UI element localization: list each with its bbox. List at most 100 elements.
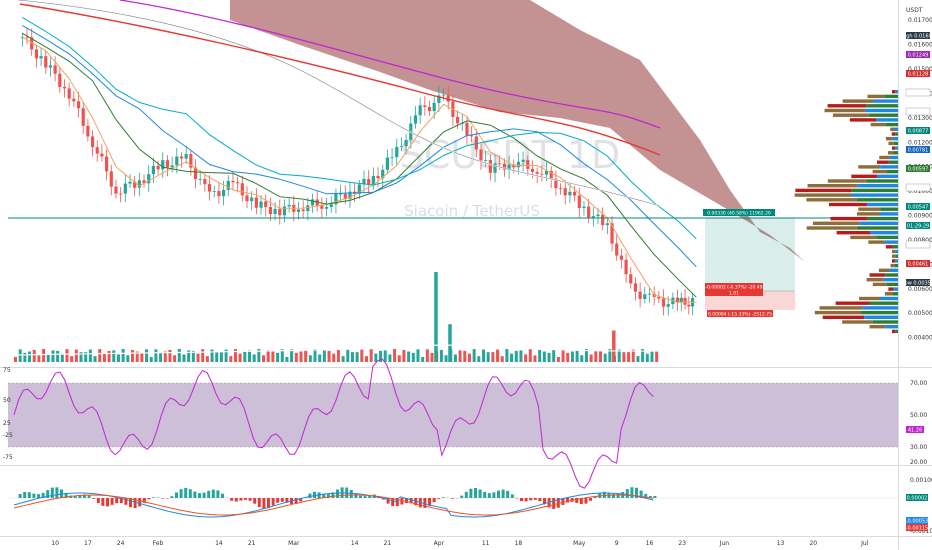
candle-body — [661, 298, 666, 307]
macd-histogram-bar — [294, 498, 298, 504]
candle-body — [310, 199, 315, 206]
macd-histogram-bar — [552, 498, 556, 509]
volume-bar — [112, 350, 116, 362]
volume-profile-bar — [890, 263, 895, 268]
volume-bar — [584, 349, 588, 362]
volume-bar — [219, 352, 223, 362]
volume-bar — [154, 349, 158, 362]
position-target-bg — [703, 209, 775, 216]
macd-histogram-bar — [644, 493, 648, 498]
volume-profile-bar — [830, 216, 868, 221]
macd-histogram-bar — [73, 496, 77, 498]
macd-histogram-bar — [395, 498, 399, 507]
candle-body — [493, 163, 497, 173]
macd-value-badge — [906, 524, 928, 531]
volume-bar — [56, 350, 60, 362]
candle-body — [198, 179, 202, 180]
macd-histogram-bar — [37, 494, 40, 498]
volume-profile-bar — [873, 99, 898, 103]
candle-body — [147, 174, 151, 184]
volume-bar — [107, 350, 111, 362]
macd-histogram-bar — [506, 490, 510, 498]
candle-body — [142, 180, 146, 184]
volume-bar — [74, 349, 78, 362]
candle-body — [170, 165, 174, 168]
volume-bar — [510, 353, 514, 362]
cloud-band — [230, 0, 805, 262]
macd-histogram-bar — [635, 487, 638, 498]
candle-body — [203, 179, 207, 185]
price-badge-text: 01:29:29 — [907, 224, 929, 230]
volume-profile-bar — [866, 179, 898, 183]
candle-body — [647, 293, 652, 295]
macd-histogram-bar — [239, 498, 243, 501]
volume-bar — [332, 353, 336, 362]
volume-bar — [262, 355, 266, 362]
volume-bar — [393, 349, 397, 362]
macd-histogram-bar — [354, 493, 358, 498]
volume-bar — [556, 356, 560, 362]
candle-body — [687, 304, 691, 307]
volume-bar — [98, 349, 102, 362]
candle-body — [465, 122, 469, 136]
macd-histogram-bar — [584, 498, 588, 504]
volume-bar — [346, 349, 350, 362]
volume-profile-bar — [867, 216, 898, 221]
candle-body — [563, 188, 567, 196]
candle-body — [137, 180, 141, 188]
volume-profile-bar — [867, 94, 885, 99]
macd-histogram-bar — [198, 493, 201, 498]
volume-bar — [102, 353, 106, 362]
volume-profile-bar — [895, 259, 898, 263]
volume-bar — [425, 349, 429, 362]
volume-profile-bar — [827, 104, 867, 108]
time-tick-label: Feb — [153, 540, 164, 547]
volume-bar — [116, 354, 120, 362]
candle-body — [86, 125, 90, 137]
rsi-right-tick: 50.00 — [910, 412, 927, 419]
macd-histogram-bar — [520, 498, 523, 502]
macd-value-text: 0.00002 — [907, 496, 928, 502]
price-tick-label: 0.01200 — [908, 139, 932, 146]
volume-bar — [51, 350, 55, 362]
volume-bar — [140, 352, 144, 362]
candle-body — [189, 154, 193, 168]
price-axis-unit: USDT — [906, 7, 923, 14]
volume-profile-bar — [893, 141, 898, 146]
volume-profile-bar — [864, 108, 898, 113]
volume-profile-bar — [876, 235, 898, 240]
volume-ma-line — [13, 344, 661, 356]
macd-histogram-bar — [313, 491, 316, 498]
candle-body — [259, 201, 263, 208]
macd-histogram-bar — [27, 492, 31, 498]
macd-histogram-bar — [87, 495, 91, 498]
macd-histogram-bar — [230, 498, 234, 501]
volume-profile-bar — [894, 127, 898, 131]
volume-profile-bar — [884, 292, 893, 296]
volume-bar — [23, 352, 27, 362]
macd-histogram-bar — [179, 489, 183, 498]
candle-body — [591, 216, 595, 218]
candle-body — [329, 204, 333, 208]
volume-profile-bar — [868, 240, 885, 244]
candle-body — [437, 95, 441, 103]
volume-bar — [453, 354, 457, 362]
volume-bar — [177, 349, 181, 362]
volume-profile-bar — [870, 122, 886, 127]
candle-body — [643, 294, 647, 299]
volume-bar — [379, 350, 383, 362]
volume-profile-bar — [836, 231, 871, 235]
volume-profile-bar — [895, 132, 898, 136]
volume-profile-bar — [856, 198, 898, 202]
volume-profile-bar — [894, 263, 898, 268]
macd-histogram-bar — [152, 497, 155, 498]
volume-bar — [365, 356, 368, 362]
candle-body — [240, 183, 244, 196]
time-tick-label: 14 — [351, 540, 359, 547]
price-badge — [905, 240, 931, 249]
volume-profile-bar — [890, 127, 895, 131]
